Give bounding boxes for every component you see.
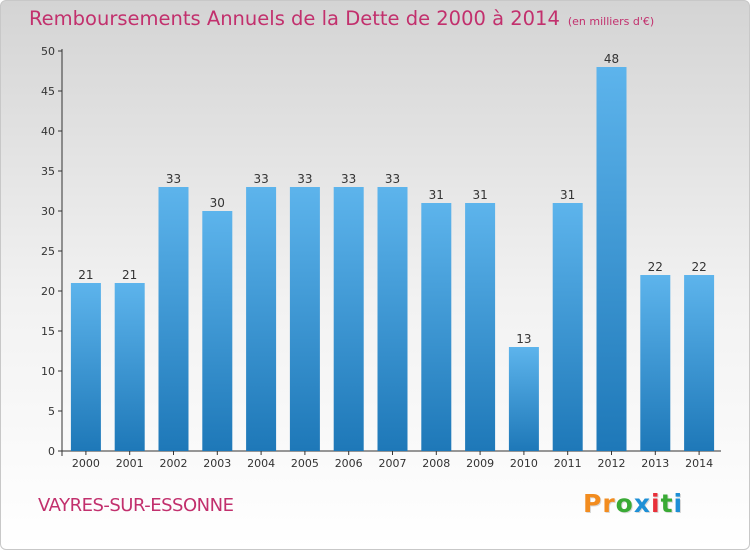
x-tick-label-2006: 2006: [335, 457, 363, 470]
y-tick-label: 35: [41, 165, 55, 178]
y-tick-label: 5: [48, 405, 55, 418]
value-label-2007: 33: [385, 172, 400, 186]
chart-labels: 21 2000 21 2001 33 2002 30 2003 33 2004 33 2005 33 20…: [72, 52, 713, 470]
value-label-2013: 22: [648, 260, 663, 274]
y-tick-label: 0: [48, 445, 55, 458]
bar-2003[interactable]: [202, 211, 233, 451]
bar-2008[interactable]: [421, 203, 452, 451]
proxiti-logo[interactable]: Proxiti: [583, 489, 683, 518]
x-tick-label-2012: 2012: [598, 457, 626, 470]
value-label-2000: 21: [78, 268, 93, 282]
value-label-2008: 31: [429, 188, 444, 202]
y-tick-label: 25: [41, 245, 55, 258]
value-label-2002: 33: [166, 172, 181, 186]
logo-letter: t: [660, 489, 674, 518]
bar-2005[interactable]: [289, 187, 320, 451]
x-tick-label-2013: 2013: [641, 457, 669, 470]
x-tick-label-2011: 2011: [554, 457, 582, 470]
chart-bars: [70, 67, 715, 451]
x-tick-label-2001: 2001: [116, 457, 144, 470]
value-label-2012: 48: [604, 52, 619, 66]
chart-subtitle: (en milliers d'€): [567, 15, 655, 28]
value-label-2010: 13: [516, 332, 531, 346]
value-label-2006: 33: [341, 172, 356, 186]
x-tick-label-2005: 2005: [291, 457, 319, 470]
x-tick-label-2014: 2014: [685, 457, 713, 470]
y-tick-label: 50: [41, 45, 55, 58]
bar-2011[interactable]: [552, 203, 583, 451]
city-name: VAYRES-SUR-ESSONNE: [38, 495, 234, 516]
x-tick-label-2009: 2009: [466, 457, 494, 470]
logo-letter: o: [615, 489, 634, 518]
bar-2014[interactable]: [684, 275, 715, 451]
y-tick-label: 45: [41, 85, 55, 98]
bar-2012[interactable]: [596, 67, 627, 451]
logo-letter: P: [583, 489, 603, 518]
x-tick-label-2007: 2007: [379, 457, 407, 470]
x-tick-label-2003: 2003: [203, 457, 231, 470]
value-label-2009: 31: [472, 188, 487, 202]
x-tick-label-2010: 2010: [510, 457, 538, 470]
value-label-2003: 30: [210, 196, 225, 210]
x-tick-label-2008: 2008: [422, 457, 450, 470]
y-tick-label: 10: [41, 365, 55, 378]
bar-2007[interactable]: [377, 187, 408, 451]
y-tick-label: 30: [41, 205, 55, 218]
bar-2009[interactable]: [465, 203, 496, 451]
value-label-2001: 21: [122, 268, 137, 282]
bar-2004[interactable]: [246, 187, 277, 451]
x-tick-label-2004: 2004: [247, 457, 275, 470]
value-label-2005: 33: [297, 172, 312, 186]
logo-letter: x: [633, 489, 651, 518]
bar-2013[interactable]: [640, 275, 671, 451]
x-tick-label-2000: 2000: [72, 457, 100, 470]
y-tick-label: 20: [41, 285, 55, 298]
logo-letter: r: [602, 489, 616, 518]
y-tick-label: 40: [41, 125, 55, 138]
logo-letter: i: [651, 489, 661, 518]
value-label-2014: 22: [691, 260, 706, 274]
y-tick-label: 15: [41, 325, 55, 338]
bar-2002[interactable]: [158, 187, 189, 451]
title-text: Remboursements Annuels de la Dette de 20…: [29, 7, 560, 30]
logo-letter: i: [673, 489, 684, 518]
x-tick-label-2002: 2002: [160, 457, 188, 470]
value-label-2004: 33: [253, 172, 268, 186]
chart-title: Remboursements Annuels de la Dette de 20…: [29, 7, 654, 30]
bar-2001[interactable]: [114, 283, 145, 451]
bar-2000[interactable]: [70, 283, 101, 451]
bar-2006[interactable]: [333, 187, 364, 451]
value-label-2011: 31: [560, 188, 575, 202]
bar-2010[interactable]: [508, 347, 539, 451]
